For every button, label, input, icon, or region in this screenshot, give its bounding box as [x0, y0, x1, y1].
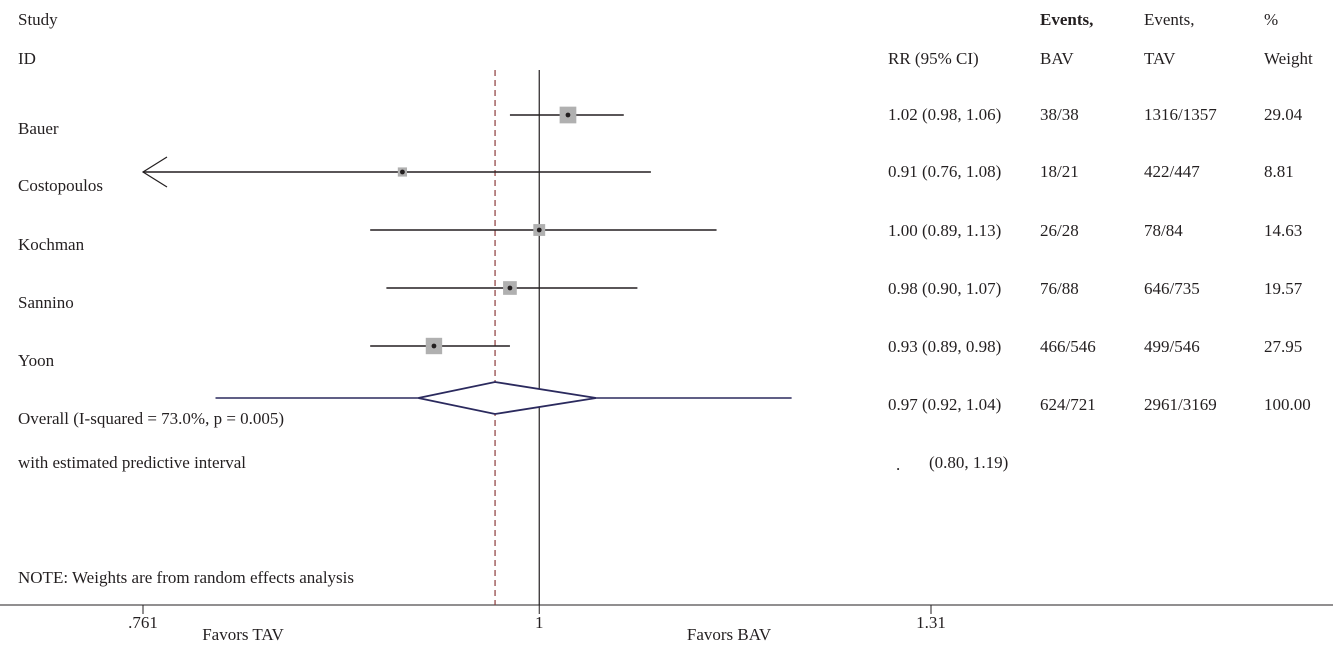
x-tick-label: .761 — [128, 613, 158, 632]
point-estimate — [565, 112, 571, 118]
study-label: Sannino — [18, 293, 74, 312]
point-estimate — [400, 169, 405, 175]
study-rr-text: 1.02 (0.98, 1.06) — [888, 105, 1002, 124]
predictive-interval-label: with estimated predictive interval — [18, 453, 247, 472]
point-estimate — [431, 343, 437, 349]
overall-label: Overall (I-squared = 73.0%, p = 0.005) — [18, 409, 285, 428]
study-rr-text: 0.98 (0.90, 1.07) — [888, 279, 1002, 298]
predictive-interval-text: (0.80, 1.19) — [929, 453, 1009, 472]
study-events-bav: 466/546 — [1040, 337, 1096, 356]
header-events-bav-line1: Events, — [1040, 10, 1094, 29]
header-rr: RR (95% CI) — [888, 49, 979, 68]
favors-tav-label: Favors TAV — [202, 625, 284, 644]
study-events-tav: 1316/1357 — [1144, 105, 1217, 124]
favors-bav-label: Favors BAV — [687, 625, 772, 644]
x-tick-label: 1.31 — [916, 613, 946, 632]
study-label: Yoon — [18, 351, 55, 370]
weights-note: NOTE: Weights are from random effects an… — [18, 568, 355, 587]
header-id: ID — [18, 49, 36, 68]
header-events-tav-line2: TAV — [1144, 49, 1176, 68]
overall-events-bav: 624/721 — [1040, 395, 1096, 414]
study-rr-text: 1.00 (0.89, 1.13) — [888, 221, 1002, 240]
study-rr-text: 0.91 (0.76, 1.08) — [888, 162, 1002, 181]
study-weight: 14.63 — [1264, 221, 1303, 240]
point-estimate — [536, 227, 542, 233]
study-weight: 27.95 — [1264, 337, 1303, 356]
overall-rr-text: 0.97 (0.92, 1.04) — [888, 395, 1002, 414]
header-weight-line2: Weight — [1264, 49, 1313, 68]
study-events-tav: 499/546 — [1144, 337, 1200, 356]
point-estimate — [507, 285, 513, 291]
overall-weight: 100.00 — [1264, 395, 1311, 414]
study-events-bav: 38/38 — [1040, 105, 1079, 124]
x-tick-label: 1 — [535, 613, 544, 632]
overall-events-tav: 2961/3169 — [1144, 395, 1217, 414]
header-events-bav-line2: BAV — [1040, 49, 1074, 68]
header-weight-line1: % — [1264, 10, 1279, 29]
study-events-tav: 422/447 — [1144, 162, 1200, 181]
overall-diamond — [418, 381, 597, 415]
study-weight: 19.57 — [1264, 279, 1303, 298]
study-weight: 29.04 — [1264, 105, 1303, 124]
study-events-tav: 78/84 — [1144, 221, 1183, 240]
study-events-bav: 26/28 — [1040, 221, 1079, 240]
study-label: Costopoulos — [18, 176, 104, 195]
study-events-bav: 18/21 — [1040, 162, 1079, 181]
study-label: Kochman — [18, 235, 85, 254]
header-study: Study — [18, 10, 58, 29]
study-weight: 8.81 — [1264, 162, 1294, 181]
study-events-bav: 76/88 — [1040, 279, 1079, 298]
study-label: Bauer — [18, 119, 59, 138]
study-rr-text: 0.93 (0.89, 0.98) — [888, 337, 1002, 356]
study-events-tav: 646/735 — [1144, 279, 1200, 298]
predictive-interval-dot: . — [896, 455, 901, 474]
header-events-tav-line1: Events, — [1144, 10, 1195, 29]
